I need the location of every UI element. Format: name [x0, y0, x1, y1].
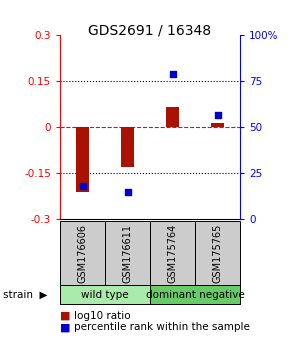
Text: dominant negative: dominant negative — [146, 290, 244, 300]
Bar — [150, 285, 240, 304]
Text: GDS2691 / 16348: GDS2691 / 16348 — [88, 23, 212, 37]
Text: wild type: wild type — [81, 290, 129, 300]
Text: ■: ■ — [60, 311, 70, 321]
Bar — [60, 221, 105, 285]
Point — [80, 183, 85, 189]
Text: ■: ■ — [60, 322, 70, 332]
Point — [215, 112, 220, 118]
Bar — [105, 221, 150, 285]
Bar — [211, 123, 224, 127]
Text: log10 ratio: log10 ratio — [74, 311, 130, 321]
Bar — [195, 221, 240, 285]
Bar — [150, 221, 195, 285]
Text: GSM175765: GSM175765 — [212, 223, 223, 283]
Text: GSM176606: GSM176606 — [77, 224, 88, 282]
Bar — [76, 127, 89, 192]
Point — [170, 71, 175, 77]
Text: strain  ▶: strain ▶ — [3, 290, 47, 300]
Text: GSM176611: GSM176611 — [122, 224, 133, 282]
Bar — [166, 108, 179, 127]
Text: percentile rank within the sample: percentile rank within the sample — [74, 322, 249, 332]
Bar — [60, 285, 150, 304]
Bar — [121, 127, 134, 167]
Point — [125, 189, 130, 195]
Text: GSM175764: GSM175764 — [167, 223, 178, 283]
